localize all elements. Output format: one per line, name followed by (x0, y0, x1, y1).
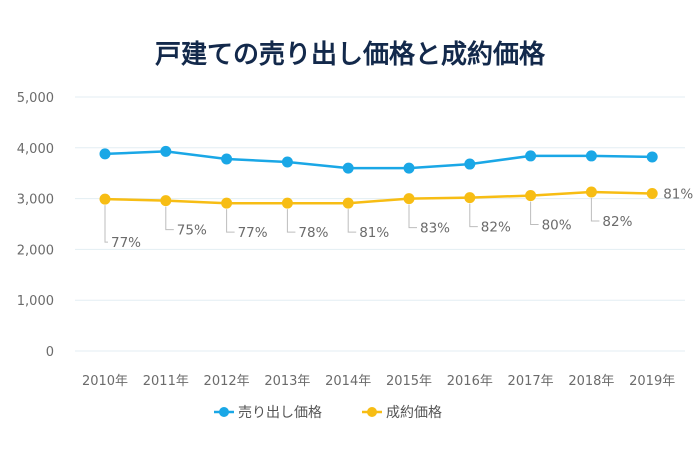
rate-leader-line (469, 203, 478, 228)
x-tick-label: 2019年 (629, 374, 675, 389)
legend-swatch-marker (219, 407, 229, 417)
legend-label: 成約価格 (386, 405, 442, 421)
x-tick-label: 2013年 (264, 374, 310, 389)
data-point-2 (160, 195, 172, 207)
x-tick-label: 2018年 (568, 374, 614, 389)
y-tick-label: 2,000 (17, 243, 54, 258)
y-tick-label: 1,000 (17, 294, 54, 309)
chart-title: 戸建ての売り出し価格と成約価格 (155, 39, 546, 70)
data-point-1 (525, 150, 537, 162)
data-point-1 (221, 153, 233, 165)
rate-leader-line (347, 209, 357, 233)
rate-label: 81% (359, 225, 389, 241)
series-line-2 (104, 190, 653, 205)
x-tick-label: 2011年 (143, 374, 189, 389)
rate-leader-line (104, 205, 108, 243)
rate-leader-line (226, 209, 235, 233)
rate-label-leaders (104, 197, 600, 243)
x-tick-label: 2017年 (508, 374, 554, 389)
rate-label: 82% (602, 214, 632, 230)
series-lines (99, 145, 658, 209)
data-point-2 (221, 197, 233, 209)
y-tick-label: 0 (46, 345, 54, 360)
y-tick-label: 3,000 (17, 193, 54, 208)
data-point-2 (342, 197, 354, 209)
x-axis-ticks: 2010年 2011年 2012年 2013年 2014年 2015年 2016年 2017年… (82, 374, 675, 389)
series-line-1 (104, 150, 653, 170)
rate-labels: 77% 75% 77% 78% 81% 83% 82% 80% 82% 81% (111, 187, 693, 252)
rate-label: 77% (238, 225, 268, 241)
data-point-1 (99, 148, 111, 160)
data-point-2 (525, 190, 537, 202)
data-point-2 (403, 193, 415, 205)
rate-leader-line (408, 204, 417, 229)
rate-label: 83% (420, 221, 450, 237)
data-point-1 (281, 156, 293, 168)
data-point-2 (585, 186, 597, 198)
rate-label: 75% (177, 223, 207, 239)
x-tick-label: 2016年 (447, 374, 493, 389)
rate-label: 80% (542, 218, 572, 234)
data-point-1 (646, 151, 658, 163)
y-tick-label: 4,000 (17, 142, 54, 157)
rate-label: 81% (663, 187, 693, 203)
y-axis-ticks: 0 1,000 2,000 3,000 4,000 5,000 (17, 91, 54, 360)
legend-label: 売り出し価格 (238, 405, 322, 421)
data-point-1 (160, 145, 172, 157)
gridlines (75, 96, 685, 352)
rate-label: 77% (111, 235, 141, 251)
rate-leader-line (165, 206, 174, 231)
data-point-1 (585, 150, 597, 162)
data-point-1 (403, 162, 415, 174)
rate-leader-line (286, 209, 296, 233)
x-tick-label: 2014年 (325, 374, 371, 389)
data-point-2 (464, 192, 476, 204)
data-point-1 (464, 158, 476, 170)
data-point-1 (342, 162, 354, 174)
legend: 売り出し価格 成約価格 (214, 405, 442, 421)
x-tick-label: 2015年 (386, 374, 432, 389)
y-tick-label: 5,000 (17, 91, 54, 106)
rate-leader-line (590, 197, 600, 222)
legend-swatch-marker (367, 407, 377, 417)
rate-leader-line (530, 201, 539, 226)
data-point-2 (281, 197, 293, 209)
rate-label: 82% (481, 220, 511, 236)
data-point-2 (99, 193, 111, 205)
rate-label: 78% (298, 225, 328, 241)
x-tick-label: 2010年 (82, 374, 128, 389)
data-point-2 (646, 188, 658, 200)
x-tick-label: 2012年 (204, 374, 250, 389)
